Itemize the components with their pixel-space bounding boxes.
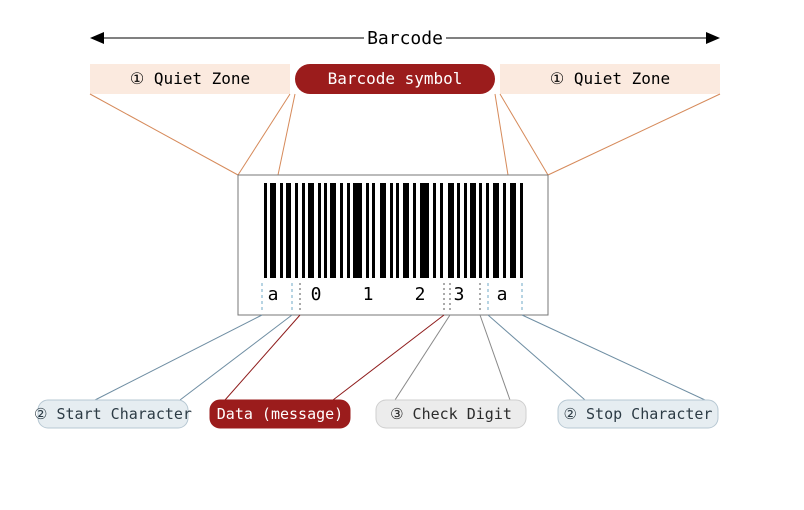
barcode-bar bbox=[479, 183, 482, 278]
barcode-bar bbox=[295, 183, 298, 278]
symbol-char-0: a bbox=[268, 284, 279, 305]
barcode-bar bbox=[503, 183, 506, 278]
barcode-bar bbox=[440, 183, 443, 278]
barcode-bar bbox=[372, 183, 375, 278]
pill-label-stop: ② Stop Character bbox=[564, 405, 713, 423]
pill-label-data: Data (message) bbox=[217, 405, 343, 423]
bottom-connector-5 bbox=[480, 315, 510, 400]
symbol-char-4: 3 bbox=[454, 284, 465, 305]
barcode-bar bbox=[457, 183, 460, 278]
barcode-bar bbox=[493, 183, 499, 278]
barcode-bar bbox=[366, 183, 369, 278]
guide-line-3 bbox=[548, 94, 720, 175]
bottom-connector-6 bbox=[488, 315, 585, 400]
barcode-bar bbox=[280, 183, 283, 278]
barcode-bar bbox=[486, 183, 489, 278]
barcode-bar bbox=[270, 183, 276, 278]
barcode-bar bbox=[340, 183, 343, 278]
barcode-bar bbox=[390, 183, 393, 278]
barcode-bar bbox=[324, 183, 327, 278]
barcode-bar bbox=[396, 183, 399, 278]
barcode-bar bbox=[330, 183, 336, 278]
top-segment-label-qz_right: ① Quiet Zone bbox=[550, 69, 670, 88]
guide-line-1 bbox=[238, 94, 290, 175]
guide-line-0 bbox=[90, 94, 238, 175]
pill-label-check: ③ Check Digit bbox=[390, 405, 512, 423]
symbol-char-5: a bbox=[497, 284, 508, 305]
symbol-char-3: 2 bbox=[415, 284, 426, 305]
guide-line-5 bbox=[495, 94, 508, 175]
barcode-bar bbox=[302, 183, 305, 278]
guide-line-4 bbox=[278, 94, 295, 175]
barcode-bar bbox=[403, 183, 409, 278]
pill-label-start: ② Start Character bbox=[34, 405, 192, 423]
title-arrow-left bbox=[90, 32, 104, 44]
bottom-connector-4 bbox=[395, 315, 450, 400]
bottom-connector-0 bbox=[95, 315, 262, 400]
title-label: Barcode bbox=[367, 28, 443, 49]
barcode-bar bbox=[264, 183, 267, 278]
barcode-bar bbox=[353, 183, 362, 278]
symbol-char-2: 1 bbox=[363, 284, 374, 305]
barcode-bar bbox=[380, 183, 386, 278]
barcode-bar bbox=[347, 183, 350, 278]
barcode-bar bbox=[520, 183, 523, 278]
barcode-bar bbox=[433, 183, 436, 278]
guide-line-2 bbox=[500, 94, 548, 175]
barcode-bar bbox=[470, 183, 476, 278]
symbol-char-1: 0 bbox=[311, 284, 322, 305]
barcode-bar bbox=[420, 183, 429, 278]
top-segment-label-symbol: Barcode symbol bbox=[328, 69, 463, 88]
barcode-bar bbox=[464, 183, 467, 278]
top-segment-label-qz_left: ① Quiet Zone bbox=[130, 69, 250, 88]
barcode-bar bbox=[308, 183, 314, 278]
barcode-bar bbox=[286, 183, 291, 278]
barcode-bar bbox=[448, 183, 454, 278]
bottom-connector-3 bbox=[333, 315, 444, 400]
title-arrow-right bbox=[706, 32, 720, 44]
barcode-bar bbox=[413, 183, 416, 278]
bottom-connector-7 bbox=[522, 315, 705, 400]
barcode-bar bbox=[318, 183, 321, 278]
barcode-bar bbox=[510, 183, 516, 278]
